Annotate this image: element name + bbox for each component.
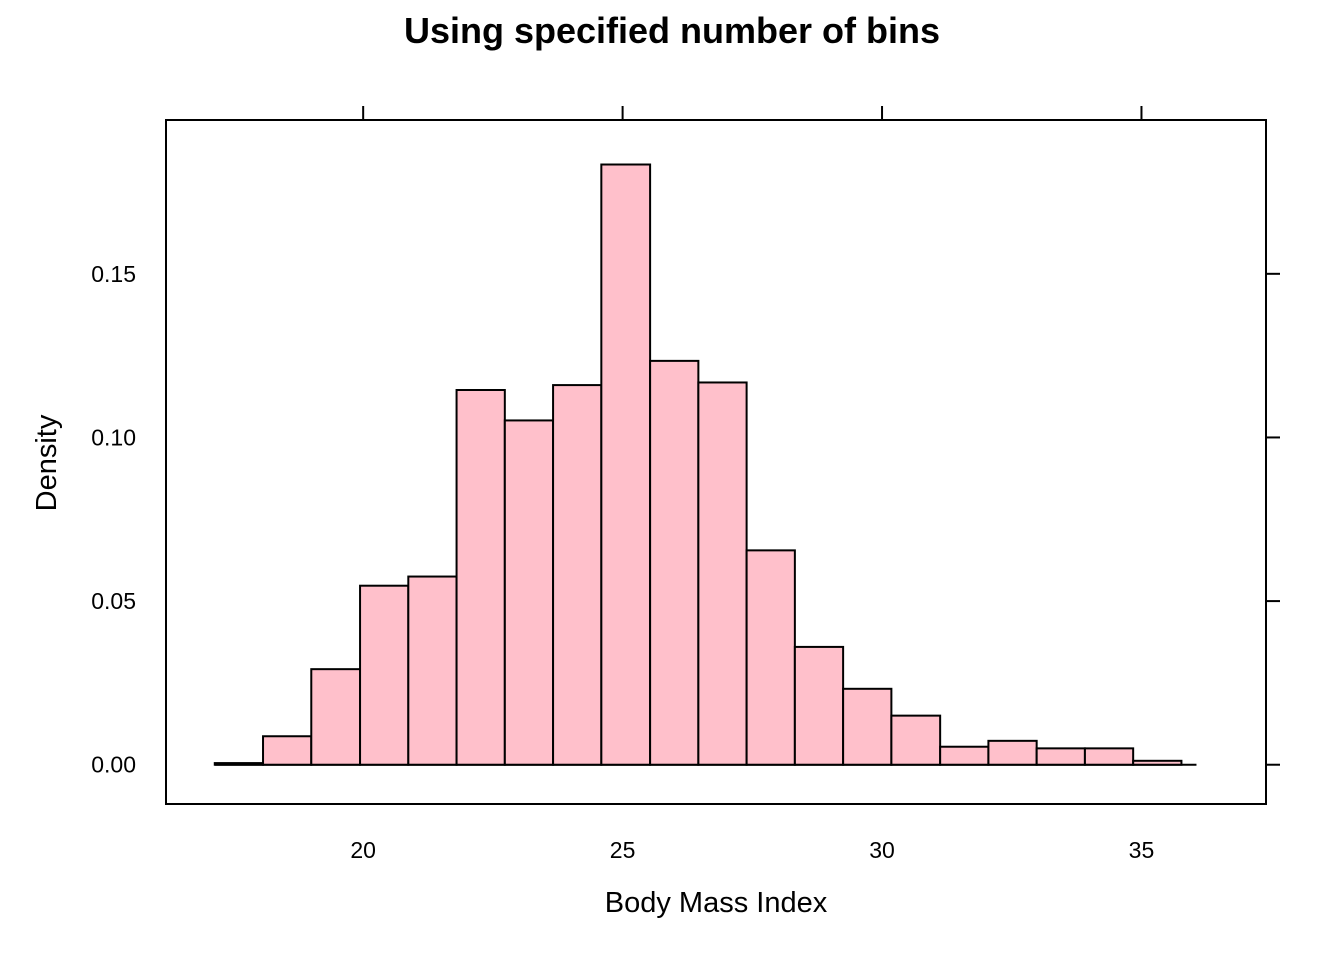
histogram-bar-11: [697, 381, 748, 766]
histogram-bar-6: [455, 389, 506, 766]
histogram-bar-14: [842, 687, 893, 766]
y-tick-label-0.10: 0.10: [91, 424, 136, 450]
histogram-bar-1: [213, 762, 265, 766]
chart-title: Using specified number of bins: [404, 10, 940, 51]
histogram-bar-12: [745, 549, 796, 766]
x-tick-label-35: 35: [1129, 837, 1155, 863]
x-tick-label-20: 20: [350, 837, 376, 863]
x-tick-label-25: 25: [610, 837, 636, 863]
x-tick-label-30: 30: [869, 837, 895, 863]
histogram-bar-2: [262, 735, 313, 766]
histogram-bar-8: [552, 384, 603, 766]
histogram-bar-18: [1035, 747, 1086, 766]
histogram-bar-16: [939, 745, 990, 766]
histogram-bar-10: [649, 359, 700, 766]
y-tick-label-0.00: 0.00: [91, 752, 136, 778]
histogram-bar-7: [503, 419, 555, 766]
histogram-bar-9: [600, 163, 652, 766]
histogram-bar-20: [1132, 759, 1183, 766]
axes-group: 20 25 30 35 0.00 0.05 0.10 0.15: [91, 106, 1280, 863]
histogram-bar-17: [987, 739, 1038, 766]
bars-group: [213, 163, 1197, 766]
histogram-bar-3: [310, 668, 362, 766]
y-tick-label-0.15: 0.15: [91, 261, 136, 287]
histogram-bar-19: [1083, 747, 1135, 766]
histogram-bar-5: [407, 575, 458, 766]
plot-frame: [165, 119, 1267, 805]
y-axis-title: Density: [31, 414, 63, 511]
y-tick-label-0.05: 0.05: [91, 588, 136, 614]
histogram-bar-15: [890, 714, 942, 766]
x-axis-title: Body Mass Index: [605, 887, 828, 919]
histogram-bar-4: [359, 584, 410, 766]
histogram-bar-13: [793, 645, 845, 766]
